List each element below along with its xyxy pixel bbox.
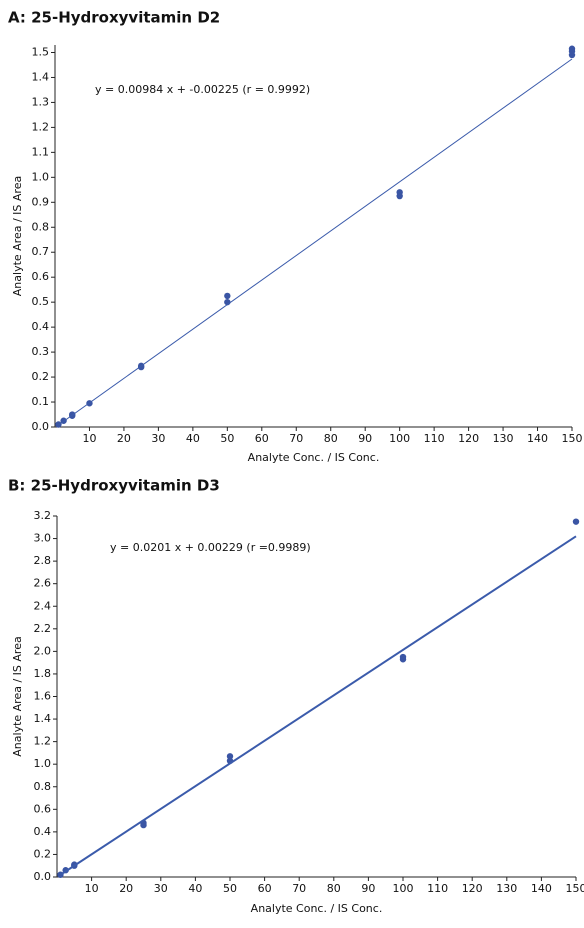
chart-title: A: 25-Hydroxyvitamin D2 (8, 9, 220, 27)
x-tick-label: 60 (255, 432, 269, 445)
x-tick-label: 30 (151, 432, 165, 445)
y-tick-label: 0.4 (32, 320, 50, 333)
y-tick-label: 0.8 (32, 220, 50, 233)
y-tick-label: 1.4 (34, 712, 52, 725)
y-tick-label: 0.5 (32, 295, 50, 308)
x-tick-label: 110 (424, 432, 445, 445)
data-point (568, 45, 576, 52)
x-tick-label: 120 (458, 432, 479, 445)
x-tick-label: 50 (223, 882, 237, 895)
x-tick-label: 40 (188, 882, 202, 895)
data-point (396, 189, 403, 196)
y-tick-label: 0.3 (32, 345, 50, 358)
x-tick-label: 140 (527, 432, 548, 445)
x-tick-label: 10 (82, 432, 96, 445)
chart-title: B: 25-Hydroxyvitamin D3 (8, 477, 220, 495)
y-tick-label: 1.0 (34, 757, 52, 770)
y-tick-label: 0.8 (34, 780, 52, 793)
y-tick-label: 0.9 (32, 195, 50, 208)
x-tick-label: 20 (117, 432, 131, 445)
x-tick-label: 150 (562, 432, 583, 445)
y-tick-label: 3.0 (34, 532, 52, 545)
y-tick-label: 2.6 (34, 577, 52, 590)
y-tick-label: 1.6 (34, 690, 52, 703)
y-tick-label: 1.0 (32, 170, 50, 183)
x-tick-label: 140 (531, 882, 552, 895)
x-tick-label: 110 (427, 882, 448, 895)
x-tick-label: 120 (462, 882, 483, 895)
data-point (399, 653, 407, 661)
y-axis-label: Analyte Area / IS Area (11, 176, 24, 296)
y-tick-label: 0.0 (34, 870, 52, 883)
x-tick-label: 10 (85, 882, 99, 895)
x-axis-label: Analyte Conc. / IS Conc. (251, 902, 383, 915)
y-tick-label: 2.0 (34, 644, 52, 657)
y-tick-label: 0.0 (32, 420, 50, 433)
x-tick-label: 100 (393, 882, 414, 895)
fit-line (59, 535, 577, 876)
y-tick-label: 1.8 (34, 667, 52, 680)
y-tick-label: 2.4 (34, 599, 52, 612)
y-tick-label: 0.6 (34, 802, 52, 815)
x-tick-label: 20 (119, 882, 133, 895)
x-tick-label: 150 (566, 882, 584, 895)
x-tick-label: 130 (496, 882, 517, 895)
y-tick-label: 1.4 (32, 70, 50, 83)
y-tick-label: 1.2 (32, 120, 50, 133)
fit-line (58, 58, 573, 426)
data-point (572, 518, 580, 525)
annotation: y = 0.00984 x + -0.00225 (r = 0.9992) (95, 83, 310, 96)
y-axis-label: Analyte Area / IS Area (11, 636, 24, 756)
y-tick-label: 0.2 (32, 370, 50, 383)
y-tick-label: 2.2 (34, 622, 52, 635)
y-tick-label: 0.7 (32, 245, 50, 258)
y-tick-label: 3.2 (34, 509, 52, 522)
y-tick-label: 1.5 (32, 45, 50, 58)
data-point (226, 753, 234, 760)
x-axis-label: Analyte Conc. / IS Conc. (248, 451, 380, 464)
y-tick-label: 0.2 (34, 847, 52, 860)
data-point (224, 292, 231, 300)
x-tick-label: 60 (258, 882, 272, 895)
y-tick-label: 0.4 (34, 825, 52, 838)
y-tick-label: 2.8 (34, 554, 52, 567)
x-tick-label: 70 (292, 882, 306, 895)
y-tick-label: 1.3 (32, 95, 50, 108)
x-tick-label: 130 (493, 432, 514, 445)
y-tick-label: 0.6 (32, 270, 50, 283)
y-tick-label: 1.1 (32, 145, 50, 158)
y-tick-label: 0.1 (32, 395, 50, 408)
x-tick-label: 40 (186, 432, 200, 445)
x-tick-label: 30 (154, 882, 168, 895)
x-tick-label: 80 (327, 882, 341, 895)
y-tick-label: 1.2 (34, 735, 52, 748)
x-tick-label: 100 (389, 432, 410, 445)
x-tick-label: 90 (358, 432, 372, 445)
x-tick-label: 50 (220, 432, 234, 445)
x-tick-label: 90 (361, 882, 375, 895)
x-tick-label: 80 (324, 432, 338, 445)
annotation: y = 0.0201 x + 0.00229 (r =0.9989) (110, 541, 311, 554)
x-tick-label: 70 (289, 432, 303, 445)
